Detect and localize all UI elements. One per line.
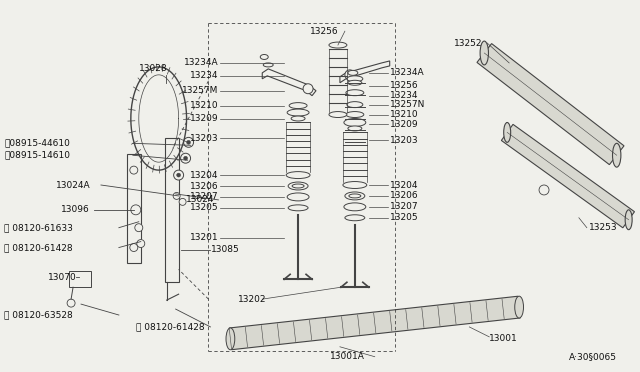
Circle shape [539, 185, 549, 195]
Ellipse shape [260, 54, 268, 60]
Text: 13253: 13253 [589, 223, 618, 232]
FancyBboxPatch shape [69, 271, 91, 287]
Ellipse shape [515, 296, 524, 318]
Ellipse shape [226, 328, 235, 350]
Ellipse shape [348, 70, 358, 76]
Ellipse shape [288, 205, 308, 211]
Ellipse shape [625, 210, 632, 230]
Text: 13024: 13024 [186, 195, 214, 204]
Text: 13207: 13207 [190, 192, 218, 201]
Circle shape [179, 198, 186, 205]
Circle shape [67, 299, 75, 307]
Text: 13096: 13096 [61, 205, 90, 214]
Text: 13209: 13209 [390, 120, 419, 129]
Text: A·30§0065: A·30§0065 [569, 352, 617, 361]
Circle shape [137, 240, 145, 247]
Circle shape [345, 70, 355, 80]
Text: Ⓥ08915-14610: Ⓥ08915-14610 [4, 151, 70, 160]
Text: 13234A: 13234A [390, 68, 424, 77]
Text: 13001: 13001 [489, 334, 518, 343]
Text: 13201: 13201 [190, 233, 218, 242]
Ellipse shape [329, 112, 347, 118]
Ellipse shape [347, 102, 363, 108]
Circle shape [173, 170, 184, 180]
Ellipse shape [348, 80, 362, 85]
Ellipse shape [346, 90, 364, 96]
Text: 13024A: 13024A [56, 180, 91, 189]
Text: 13202: 13202 [238, 295, 267, 304]
Ellipse shape [347, 76, 363, 82]
Ellipse shape [287, 193, 309, 201]
Text: 13206: 13206 [390, 192, 419, 201]
Bar [127, 154, 141, 263]
Ellipse shape [345, 215, 365, 221]
Polygon shape [229, 296, 520, 350]
Text: 13209: 13209 [190, 114, 218, 123]
Text: 13257M: 13257M [182, 86, 218, 95]
Text: Ⓑ 08120-61428: Ⓑ 08120-61428 [136, 323, 204, 331]
Circle shape [303, 84, 313, 94]
Circle shape [177, 173, 180, 177]
Text: 13204: 13204 [190, 171, 218, 180]
Text: 13001A: 13001A [330, 352, 365, 361]
Text: 13085: 13085 [211, 245, 239, 254]
Text: 13206: 13206 [190, 182, 218, 190]
Text: 13252: 13252 [454, 39, 483, 48]
Text: 13234: 13234 [390, 91, 418, 100]
Ellipse shape [289, 103, 307, 109]
Polygon shape [501, 124, 634, 228]
Ellipse shape [263, 63, 273, 67]
Ellipse shape [344, 203, 366, 211]
Ellipse shape [292, 184, 304, 188]
Text: 13070: 13070 [48, 273, 77, 282]
Text: Ⓑ 08120-61633: Ⓑ 08120-61633 [4, 223, 73, 232]
Ellipse shape [346, 112, 364, 118]
Ellipse shape [345, 192, 365, 200]
Ellipse shape [344, 119, 366, 126]
Text: 13204: 13204 [390, 180, 418, 189]
Ellipse shape [612, 143, 621, 167]
Ellipse shape [343, 182, 367, 189]
Text: 13028: 13028 [139, 64, 168, 73]
Circle shape [180, 153, 191, 163]
Text: 13210: 13210 [190, 101, 218, 110]
Bar [164, 138, 179, 282]
Polygon shape [262, 69, 316, 96]
Text: 13203: 13203 [190, 134, 218, 143]
Text: 13203: 13203 [390, 136, 419, 145]
Ellipse shape [348, 126, 362, 131]
Circle shape [130, 166, 138, 174]
Circle shape [130, 244, 138, 251]
Text: 13256: 13256 [310, 27, 339, 36]
Text: 13205: 13205 [390, 213, 419, 222]
Text: 13256: 13256 [390, 81, 419, 90]
Ellipse shape [288, 182, 308, 190]
Text: 13207: 13207 [390, 202, 419, 211]
Ellipse shape [349, 194, 361, 198]
Circle shape [173, 192, 180, 199]
Text: 13234A: 13234A [184, 58, 218, 67]
Ellipse shape [504, 122, 511, 142]
Circle shape [135, 224, 143, 232]
Ellipse shape [287, 109, 309, 116]
Polygon shape [340, 61, 390, 83]
Circle shape [184, 137, 193, 147]
Ellipse shape [286, 171, 310, 179]
Circle shape [131, 205, 141, 215]
Ellipse shape [480, 41, 488, 65]
Text: 13205: 13205 [190, 203, 218, 212]
Text: Ⓑ 08120-63528: Ⓑ 08120-63528 [4, 311, 73, 320]
Polygon shape [477, 44, 624, 165]
Circle shape [187, 140, 191, 144]
Ellipse shape [329, 42, 347, 48]
Circle shape [184, 156, 188, 160]
Text: Ⓥ08915-44610: Ⓥ08915-44610 [4, 139, 70, 148]
Text: Ⓑ 08120-61428: Ⓑ 08120-61428 [4, 243, 73, 252]
Text: 13257N: 13257N [390, 100, 425, 109]
Ellipse shape [291, 116, 305, 121]
Text: 13210: 13210 [390, 110, 419, 119]
Text: 13234: 13234 [190, 71, 218, 80]
